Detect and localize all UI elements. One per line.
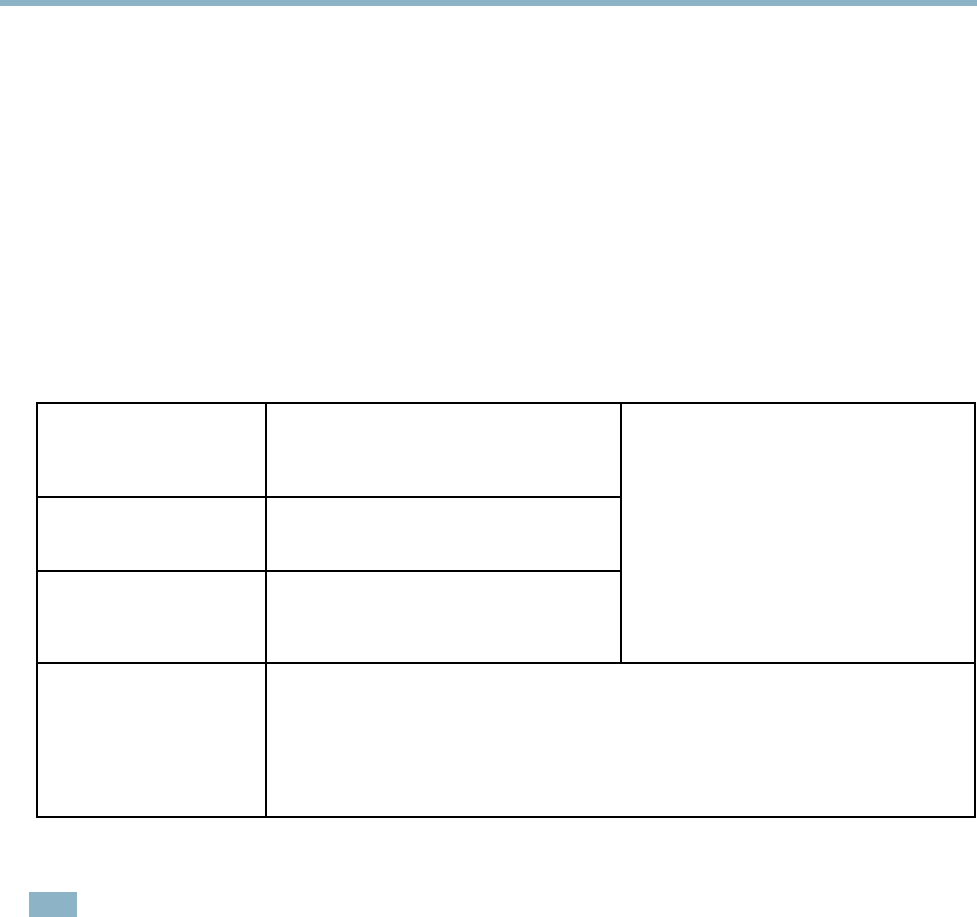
row-divider	[36, 496, 622, 498]
row-divider	[36, 570, 622, 572]
top-bar	[0, 0, 977, 6]
table-border-left	[36, 402, 38, 818]
table-border-top	[36, 402, 976, 404]
table-border-right	[974, 402, 976, 818]
row-divider	[36, 662, 976, 664]
column-divider	[265, 402, 267, 818]
table-border-bottom	[36, 816, 976, 818]
column-divider	[620, 402, 622, 664]
footer-tab	[29, 892, 77, 917]
